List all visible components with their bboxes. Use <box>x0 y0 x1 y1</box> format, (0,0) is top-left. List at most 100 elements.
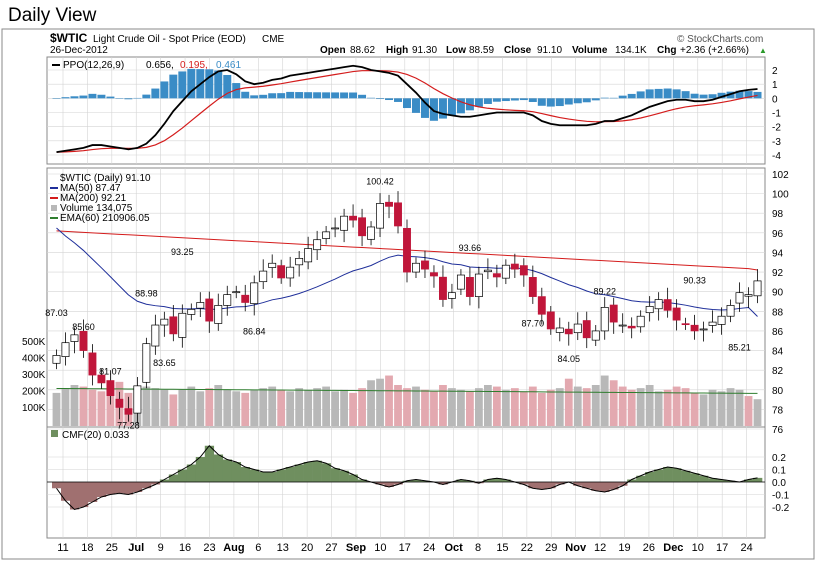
cmf-area-segment <box>528 482 538 489</box>
price-tick-label: 84 <box>772 347 784 358</box>
volume-bar <box>223 389 232 426</box>
cmf-area-segment <box>285 467 295 482</box>
price-tick-label: 92 <box>772 268 784 279</box>
cmf-area-segment <box>213 454 224 482</box>
cmf-area-segment <box>114 482 125 494</box>
cmf-area-segment <box>267 472 277 482</box>
cmf-area-segment <box>69 482 80 510</box>
cmf-area-segment <box>672 468 682 482</box>
cmf-area-segment <box>699 475 709 482</box>
candle-body <box>672 307 681 321</box>
x-tick-label: 11 <box>57 542 68 554</box>
candle-body <box>421 260 429 270</box>
ppo-histogram-bar <box>232 83 241 99</box>
candle-body <box>295 257 304 266</box>
ppo-histogram-bar <box>97 94 106 99</box>
cmf-tick-label: -0.1 <box>772 491 790 502</box>
ppo-histogram-bar <box>304 92 313 99</box>
cmf-area-segment <box>600 482 610 492</box>
cmf-area-segment <box>240 467 251 482</box>
volume-tick-label: 500K <box>22 337 46 348</box>
ppo-histogram-bar <box>708 94 717 99</box>
low-label: Low <box>446 45 466 56</box>
cmf-area-segment <box>744 479 754 482</box>
candle-body <box>456 274 465 290</box>
cmf-area-segment <box>393 482 403 485</box>
candle-body <box>753 280 762 297</box>
volume-bar <box>70 385 79 426</box>
chg-label: Chg <box>657 45 676 56</box>
cmf-chart <box>47 445 765 511</box>
candle-body <box>115 398 124 408</box>
cmf-area-segment <box>681 470 691 482</box>
ppo-histogram-bar <box>654 88 663 99</box>
x-tick-label: Dec <box>663 542 683 554</box>
volume-bar <box>376 378 384 426</box>
ppo-histogram-bar <box>259 94 268 99</box>
x-tick-label: 13 <box>277 542 289 554</box>
ppo-histogram-bar <box>367 97 376 99</box>
ppo-histogram-bar <box>340 92 349 99</box>
volume-bar <box>618 386 627 426</box>
volume-bar <box>259 388 268 426</box>
ppo-tick-label: 1 <box>772 80 778 91</box>
volume-bar <box>735 389 744 426</box>
ppo-histogram-bar <box>717 92 726 99</box>
price-annotation: 90.33 <box>683 275 706 285</box>
cmf-area-segment <box>204 445 215 482</box>
cmf-area-segment <box>573 482 583 486</box>
cmf-area-segment <box>609 482 619 490</box>
candle-body <box>501 264 510 279</box>
volume-bar <box>466 391 474 426</box>
cmf-area-segment <box>348 474 358 482</box>
ppo-histogram-bar <box>645 89 654 99</box>
price-legend-volume: Volume 134,075 <box>60 203 133 214</box>
cmf-area-segment <box>168 474 179 482</box>
candle-body <box>223 294 232 306</box>
candle-body <box>600 307 609 332</box>
price-annotation: 83.65 <box>153 358 176 368</box>
volume-label: Volume <box>572 45 608 56</box>
ppo-legend-hist: 0.461 <box>216 60 241 71</box>
price-annotation: 87.70 <box>522 318 545 328</box>
cmf-area-segment <box>357 479 367 482</box>
volume-bar <box>151 388 160 426</box>
ppo-histogram-bar <box>151 88 160 99</box>
exchange: CME <box>262 34 285 45</box>
ppo-histogram-bar <box>88 93 97 99</box>
cmf-area-segment <box>276 469 286 482</box>
cmf-area-segment <box>339 470 349 482</box>
ppo-histogram-bar <box>214 70 223 99</box>
candle-body <box>663 299 672 311</box>
candle-body <box>259 270 268 283</box>
symbol: $WTIC <box>50 31 88 45</box>
cmf-tick-label: 0.0 <box>772 478 786 489</box>
volume-bar <box>654 391 663 426</box>
price-tick-label: 82 <box>772 366 784 377</box>
candle-body <box>690 324 699 332</box>
volume-bar <box>681 388 690 426</box>
x-tick-label: Aug <box>223 542 244 554</box>
volume-bar <box>582 388 591 426</box>
candle-body <box>277 265 286 279</box>
cmf-area-segment <box>465 480 475 482</box>
cmf-area-segment <box>618 482 628 486</box>
ppo-histogram-bar <box>241 91 250 99</box>
price-panel <box>46 167 766 428</box>
volume-tick-label: 400K <box>22 354 46 365</box>
x-tick-label: 10 <box>692 542 704 554</box>
volume-bar <box>627 389 636 426</box>
price-legend-ema: EMA(60) 210906.05 <box>60 213 150 224</box>
ppo-histogram-bar <box>474 98 483 107</box>
cmf-area-segment <box>96 482 107 497</box>
ppo-histogram-bar <box>205 69 214 99</box>
ppo-histogram-bar <box>519 98 528 101</box>
volume-bar <box>250 389 259 426</box>
candle-body <box>322 231 331 239</box>
cmf-area-segment <box>501 479 511 482</box>
candle-body <box>519 265 528 276</box>
ppo-histogram-bar <box>61 97 70 99</box>
ppo-histogram-bar <box>546 98 555 107</box>
cmf-tick-label: 0.2 <box>772 453 786 464</box>
ppo-histogram-bar <box>600 97 609 99</box>
